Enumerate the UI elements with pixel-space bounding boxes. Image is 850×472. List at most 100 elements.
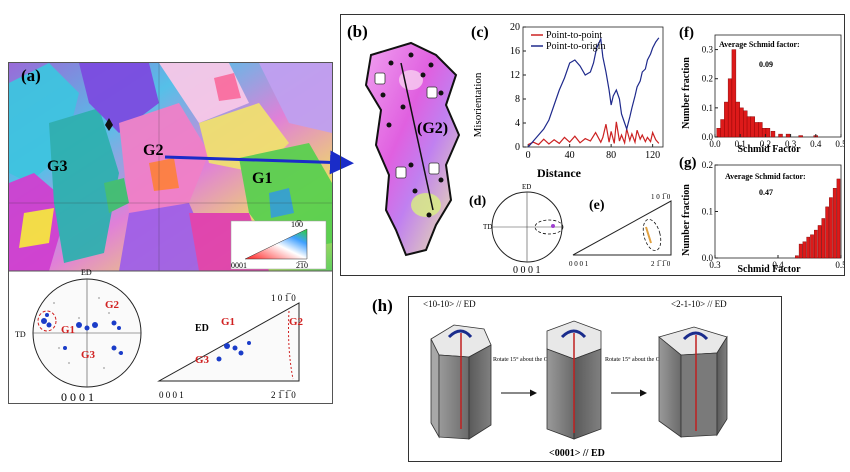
chart-c-xlabel: Distance: [537, 166, 582, 180]
hex-prism-2: [546, 320, 602, 440]
chart-f-bar: [746, 116, 752, 138]
chart-f-bar: [754, 122, 759, 138]
chart-g-bar: [836, 178, 841, 259]
svg-text:ED: ED: [522, 183, 531, 191]
ipf-triangle-a: ED 1 0 1̅ 0 0 0 0 1 2 1̅ 1̅ 0 G1 G2 G3: [157, 293, 304, 400]
chart-f-ytick-label: 0.1: [702, 103, 713, 113]
panel-a: (a) G3 G2 G1 10̅0 0001 2̅1̅0: [8, 62, 333, 404]
label-a: (a): [21, 66, 41, 85]
svg-text:ED: ED: [81, 268, 92, 277]
chart-f-bar: [716, 128, 721, 138]
chart-f-bar: [770, 130, 776, 138]
pole-figure-a: ED TD 0 0 0 1 G1 G2 G3: [15, 268, 142, 404]
chart-c-xtick-label: 80: [606, 150, 616, 161]
svg-text:0 0 0 1: 0 0 0 1: [569, 260, 589, 268]
chart-c-xtick-label: 40: [565, 150, 575, 161]
h-left-direction: <10-10> // ED: [423, 299, 476, 309]
chart-f-bar: [765, 128, 771, 138]
svg-text:ED: ED: [195, 323, 209, 334]
chart-g-bar: [806, 236, 811, 259]
chart-g-ytick-label: 0.1: [702, 207, 713, 217]
chart-g-bar: [829, 197, 833, 259]
chart-f-bar: [724, 101, 729, 138]
chart-g-xtick-label: 0.4: [772, 260, 784, 270]
chart-f-xtick-label: 0.2: [760, 139, 771, 149]
svg-text:TD: TD: [483, 223, 492, 231]
chart-c-ytick-label: 20: [510, 22, 520, 33]
svg-text:G2: G2: [289, 316, 304, 328]
label-c: (c): [471, 24, 489, 41]
hcp-unit-cells: [374, 72, 440, 179]
svg-text:2̅1̅0: 2̅1̅0: [296, 261, 308, 270]
chart-f-xtick-label: 0.3: [785, 139, 797, 149]
panel-d-pole-figure: (d) ED TD 0 0 0 1: [469, 183, 564, 276]
chart-f-bar: [785, 133, 791, 138]
chart-f-xtick-label: 0.0: [709, 139, 721, 149]
chart-c-ytick-label: 16: [510, 46, 520, 57]
g-ylabel: Number fraction: [681, 184, 692, 256]
series-point-to-origin: [527, 36, 660, 148]
hex-prism-1: [430, 324, 492, 440]
label-g: (g): [679, 155, 697, 171]
chart-g-bar: [832, 188, 837, 259]
chart-f-bar: [727, 78, 733, 138]
grain-label-g1: G1: [252, 170, 272, 187]
schmid-histogram-g: 0.3 0.4 0.5 0.0 0.1 0.2: [702, 160, 847, 270]
grain-label-g3: G3: [47, 158, 67, 175]
chart-g-bar: [814, 229, 818, 259]
chart-g-bar: [817, 225, 822, 259]
ebsd-map-figure: (a) G3 G2 G1 10̅0 0001 2̅1̅0: [9, 63, 332, 404]
chart-f-xtick-label: 0.1: [735, 139, 746, 149]
grain-label-g2: G2: [143, 142, 163, 159]
chart-g-ytick-label: 0.0: [702, 253, 714, 263]
g-xlabel: Schmid Factor: [737, 264, 801, 275]
label-f: (f): [679, 25, 694, 41]
svg-text:0 0 0 1: 0 0 0 1: [513, 265, 541, 275]
label-h-outside: (h): [372, 296, 393, 315]
chart-c-ylabel: Misorientation: [472, 72, 484, 137]
f-ylabel: Number fraction: [681, 57, 692, 129]
svg-text:0 0 0 1: 0 0 0 1: [159, 390, 184, 400]
svg-text:G1: G1: [221, 316, 235, 328]
svg-text:2 1̅ 1̅ 0: 2 1̅ 1̅ 0: [271, 390, 296, 400]
schmid-histogram-f: 0.0 0.1 0.2 0.3 0.4 0.5 0.0 0.1 0.2 0.3: [702, 34, 847, 149]
legend-point-to-point: Point-to-point: [546, 30, 602, 41]
f-xlabel: Schmid Factor: [737, 144, 801, 155]
chart-c-ytick-label: 4: [515, 118, 520, 129]
chart-c-xtick-label: 120: [645, 150, 660, 161]
legend-point-to-origin: Point-to-origin: [546, 41, 605, 52]
chart-g-xtick-label: 0.5: [835, 260, 844, 270]
f-avg: 0.09: [759, 60, 773, 69]
panel-b-grain: (b) (G2) (c) 0 40 80 120 0 4 8 12 16 20 Misorient…: [347, 22, 847, 276]
svg-text:2 1̅ 1̅ 0: 2 1̅ 1̅ 0: [651, 260, 671, 268]
svg-text:10̅0: 10̅0: [291, 220, 303, 229]
chart-f-bar: [720, 119, 725, 138]
marker: [105, 118, 113, 131]
chart-f-frame: [714, 34, 842, 138]
chart-c-ytick-label: 8: [515, 94, 520, 105]
chart-g-bar: [798, 243, 803, 259]
chart-g-bar: [821, 218, 826, 259]
grain-label-g2-b: (G2): [417, 120, 448, 137]
chart-f-ytick-label: 0.0: [702, 132, 714, 142]
label-b: (b): [347, 22, 368, 41]
svg-text:G1: G1: [61, 324, 75, 336]
svg-text:G3: G3: [195, 354, 210, 366]
chart-g-bar: [810, 234, 814, 259]
svg-text:G3: G3: [81, 349, 96, 361]
chart-f-bar: [739, 107, 744, 138]
series-point-to-point: [527, 121, 660, 146]
svg-text:TD: TD: [15, 330, 26, 339]
panel-e-ipf: (e) 1 0 1̅ 0 0 0 0 1 2 1̅ 1̅ 0: [569, 193, 672, 268]
svg-text:0 0 0 1: 0 0 0 1: [61, 390, 94, 403]
chart-f-bar: [735, 101, 740, 138]
svg-text:1 0 1̅ 0: 1 0 1̅ 0: [271, 293, 296, 303]
h-right-direction: <2-1-10> // ED: [671, 299, 727, 309]
chart-f-bar: [743, 110, 748, 138]
chart-f-xtick-label: 0.4: [810, 139, 822, 149]
chart-f-bar: [731, 49, 737, 138]
h-bottom-direction: <0001> // ED: [549, 448, 605, 459]
chart-f-ytick-label: 0.2: [702, 74, 713, 84]
g-avg: 0.47: [759, 188, 773, 197]
